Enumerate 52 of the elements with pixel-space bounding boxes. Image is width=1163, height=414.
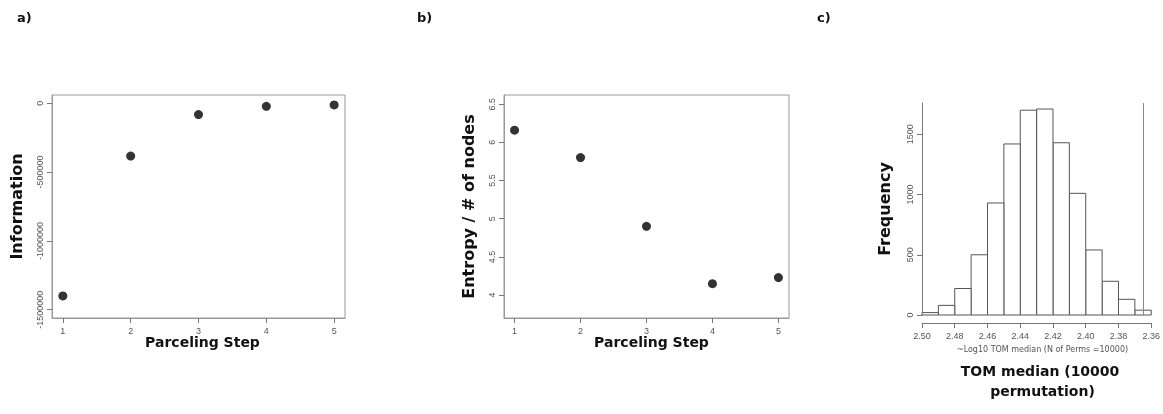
x-tick-label: 2.48 — [945, 330, 964, 341]
point — [773, 273, 783, 283]
y-tick-label: -500000 — [34, 155, 45, 189]
point — [510, 125, 520, 135]
y-tick-label: 4 — [486, 292, 497, 298]
x-tick-label: 2.50 — [913, 330, 931, 341]
y-axis-title: Information — [6, 153, 26, 260]
y-tick-label: 5 — [486, 216, 497, 222]
x-tick-label: 2.36 — [1142, 330, 1161, 341]
x-axis-title: ~Log10 TOM median (N of Perms =10000) — [956, 344, 1129, 354]
x-tick-label: 5 — [331, 325, 337, 336]
y-tick-label: 6 — [486, 139, 497, 145]
x-axis-title: Parceling Step — [145, 334, 260, 350]
y-tick-label: 6.5 — [486, 97, 497, 111]
x-tick-label: 1 — [512, 325, 518, 336]
x-tick-label: 3 — [643, 325, 650, 336]
point — [58, 291, 68, 301]
x-tick-label: 2.38 — [1109, 330, 1128, 341]
point — [329, 100, 339, 110]
point — [126, 151, 136, 161]
y-tick-label: 500 — [904, 247, 915, 263]
y-tick-label: -1000000 — [34, 221, 45, 260]
x-axis-title: Parceling Step — [594, 334, 709, 350]
y-axis-title: Entropy / # of nodes — [458, 114, 478, 299]
x-tick-label: 2.44 — [1011, 330, 1030, 341]
x-tick-label: 5 — [775, 325, 781, 336]
y-tick-label: 1500 — [904, 124, 915, 145]
point — [576, 153, 586, 163]
y-tick-label: 0 — [904, 312, 915, 318]
x-tick-label: 2 — [128, 325, 134, 336]
y-tick-label: 4.5 — [486, 250, 497, 264]
point — [261, 101, 271, 111]
y-axis-title: Frequency — [874, 161, 894, 256]
y-tick-label: 0 — [34, 100, 45, 106]
point — [707, 279, 717, 289]
text: TOM median (10000 permutation) — [960, 363, 1125, 399]
chart-title: b) — [417, 10, 433, 25]
x-tick-label: 1 — [60, 325, 66, 336]
x-tick-label: 2 — [578, 325, 584, 336]
x-tick-label: 2.40 — [1076, 330, 1095, 341]
x-tick-label: 2.46 — [978, 330, 997, 341]
point — [642, 221, 651, 231]
x-tick-label: 2.42 — [1044, 330, 1062, 341]
x-tick-label: 4 — [263, 325, 269, 336]
point — [194, 110, 203, 120]
y-tick-label: 5.5 — [486, 174, 497, 187]
chart-title: c) — [817, 10, 831, 25]
chart-title: a) — [17, 10, 32, 25]
y-tick-label: -1500000 — [34, 290, 45, 329]
y-tick-label: 1000 — [904, 184, 915, 205]
x-tick-label: 3 — [195, 325, 202, 336]
x-tick-label: 4 — [709, 325, 715, 336]
